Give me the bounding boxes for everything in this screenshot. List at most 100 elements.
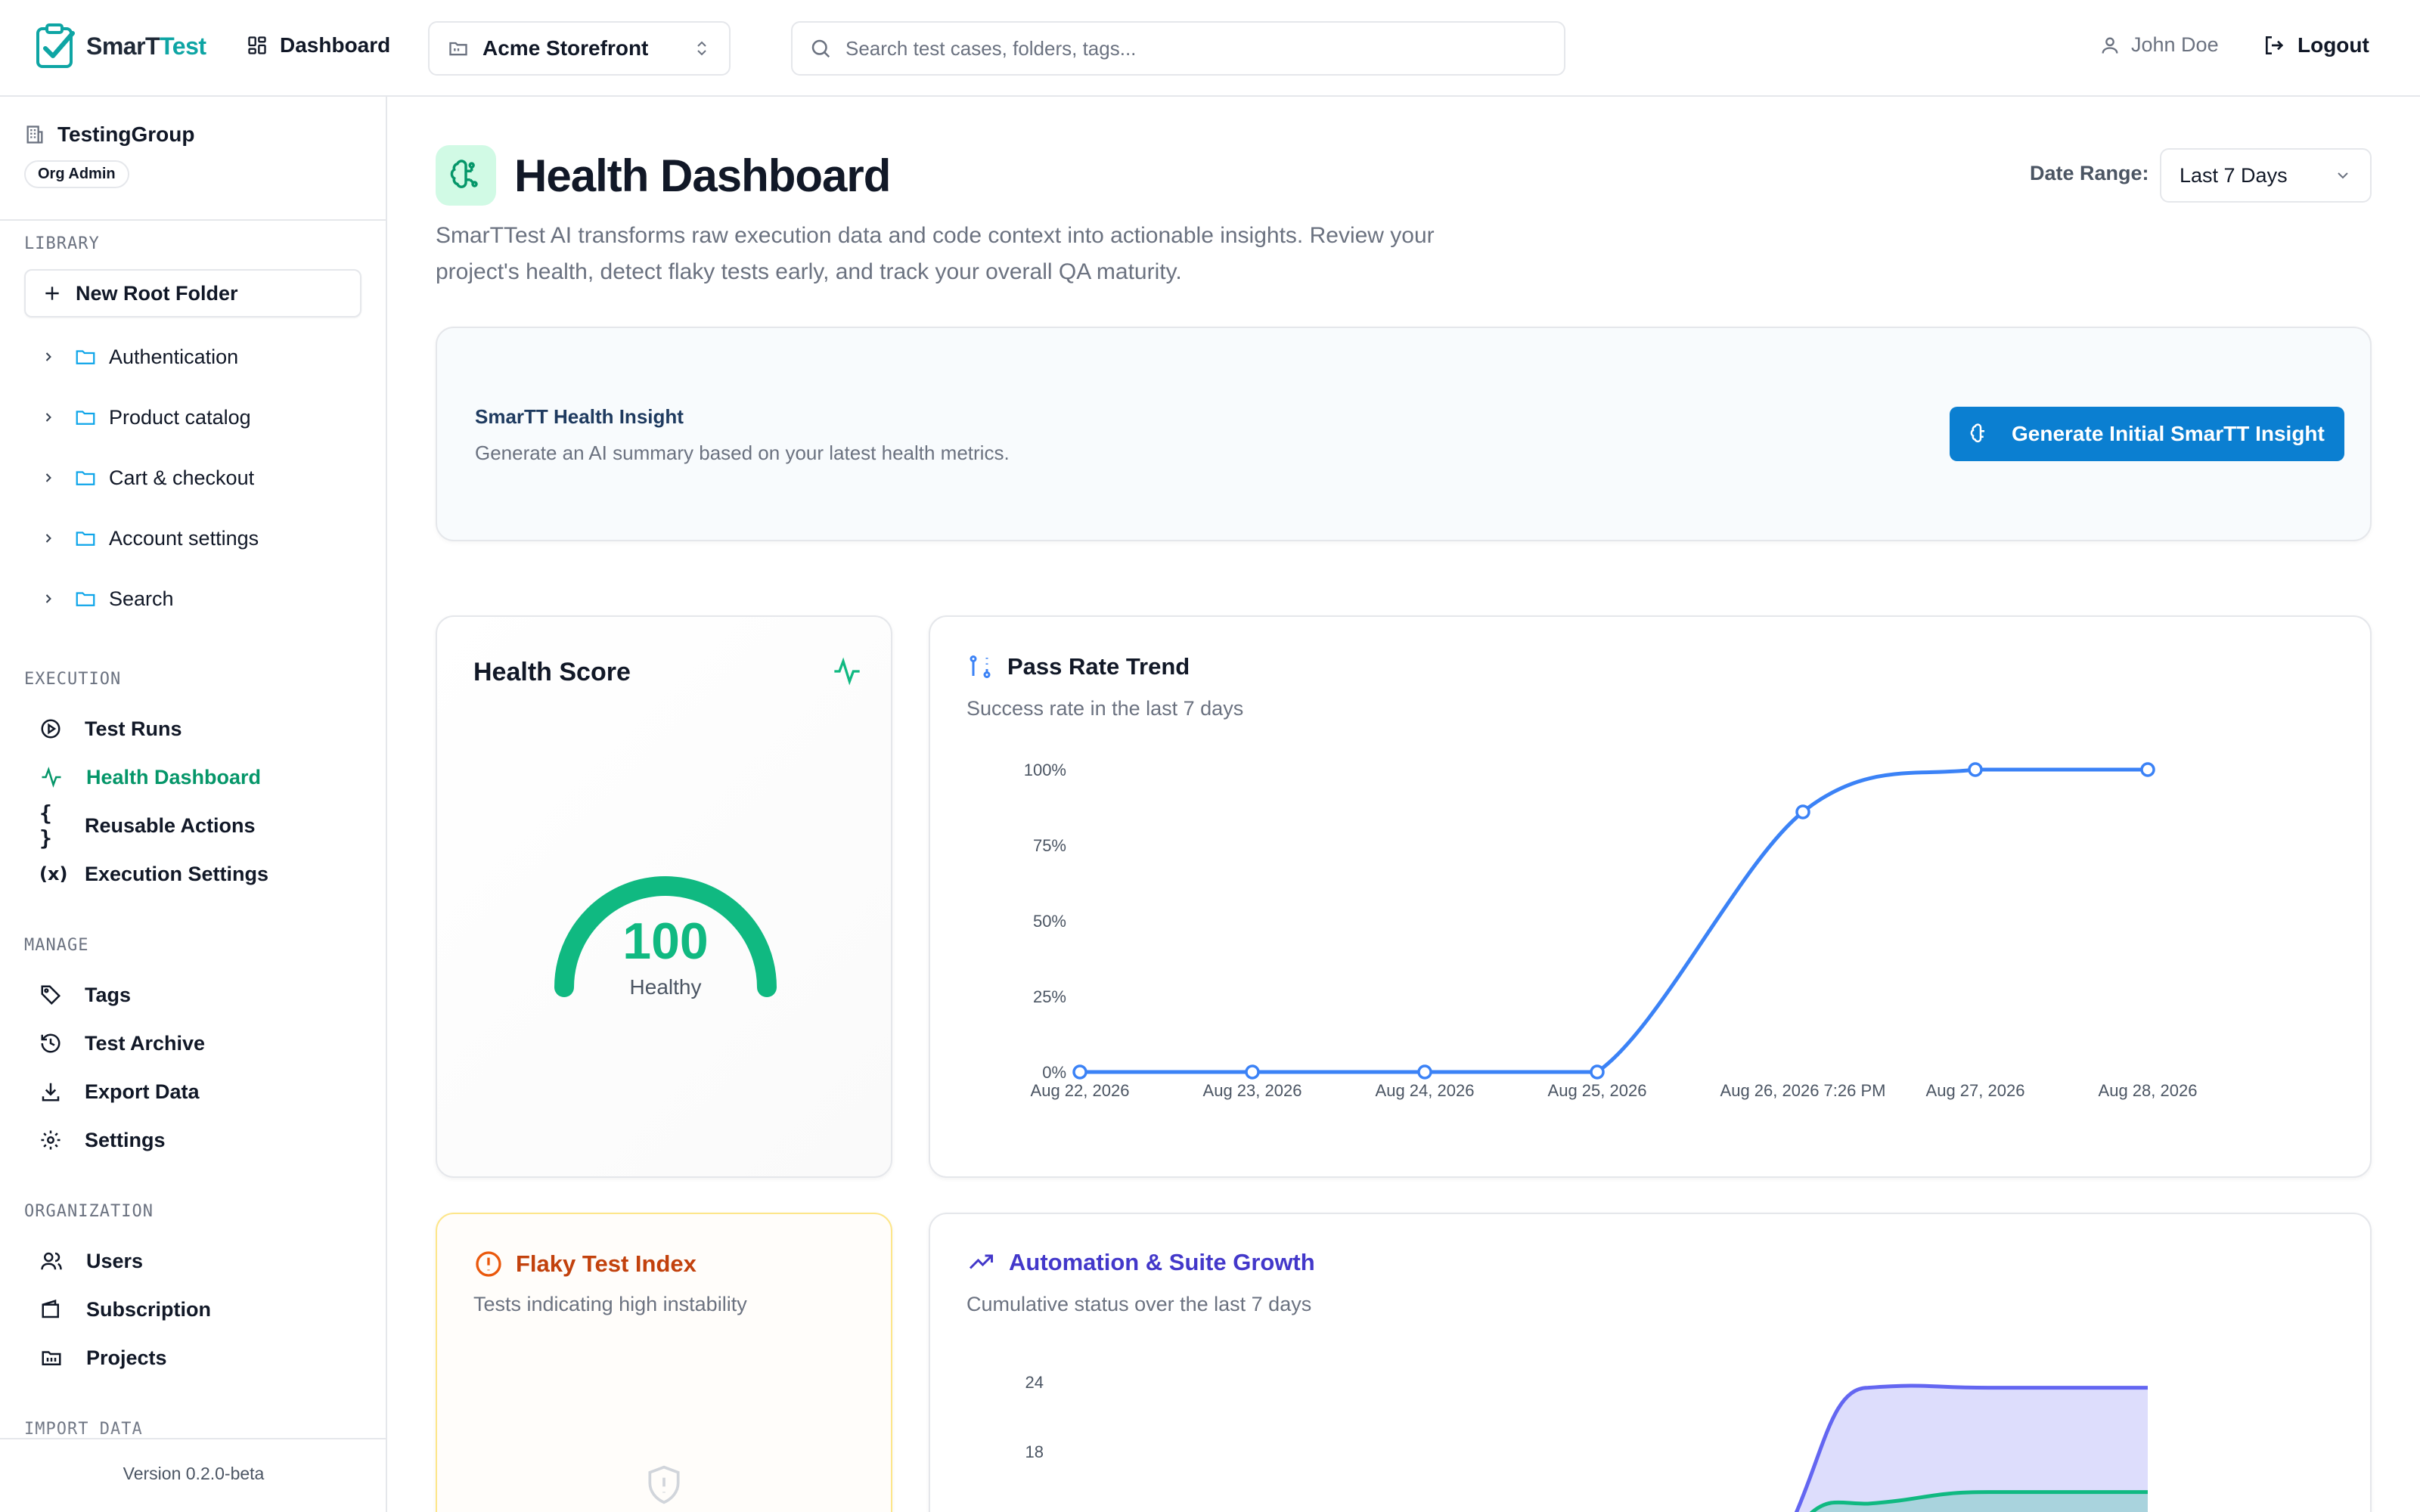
search-input[interactable] [845, 36, 1547, 60]
sidebar-item-label: Reusable Actions [85, 813, 256, 837]
insight-card: SmarTT Health Insight Generate an AI sum… [436, 327, 2372, 541]
pass-rate-subtitle: Success rate in the last 7 days [966, 697, 1244, 720]
growth-area [1812, 1492, 2148, 1512]
dashboard-grid-icon [247, 35, 268, 56]
sidebar-item-settings[interactable]: Settings [39, 1119, 365, 1161]
y-tick-label: 0% [1042, 1063, 1066, 1082]
sidebar-item-health-dashboard[interactable]: Health Dashboard [39, 756, 365, 798]
main-content: Health Dashboard SmarTTest AI transforms… [387, 97, 2420, 1512]
sidebar-item-label: Execution Settings [85, 862, 269, 885]
git-compare-icon [966, 653, 994, 680]
shield-alert-icon [643, 1461, 685, 1509]
date-range-label: Date Range: [2030, 162, 2149, 184]
app-logo[interactable]: SmarTTest [35, 23, 206, 70]
chevron-right-icon[interactable] [41, 469, 57, 486]
page-description: SmarTTest AI transforms raw execution da… [436, 223, 1435, 284]
x-tick-label: Aug 26, 2026 7:26 PM [1720, 1081, 1886, 1100]
user-menu[interactable]: John Doe [2099, 33, 2219, 57]
logo-icon [35, 23, 77, 70]
logout-button[interactable]: Logout [2263, 33, 2369, 57]
folder-item-cart-checkout[interactable]: Cart & checkout [30, 457, 363, 499]
y-tick-label: 25% [1033, 987, 1066, 1006]
data-point[interactable] [1590, 1064, 1605, 1080]
growth-title: Automation & Suite Growth [1009, 1249, 1315, 1275]
sidebar-item-label: Settings [85, 1128, 166, 1151]
sidebar-item-label: Projects [86, 1346, 167, 1369]
folder-item-search[interactable]: Search [30, 578, 363, 620]
logo-text: SmarTTest [86, 32, 206, 60]
x-tick-label: Aug 27, 2026 [1926, 1081, 2025, 1100]
manage-section-title: MANAGE [24, 936, 89, 955]
organization-section-title: ORGANIZATION [24, 1202, 154, 1221]
divider [0, 1438, 386, 1439]
y-tick-label: 50% [1033, 912, 1066, 931]
folder-item-authentication[interactable]: Authentication [30, 336, 363, 378]
generate-insight-button[interactable]: Generate Initial SmarTT Insight [1950, 407, 2344, 461]
chevron-right-icon[interactable] [41, 530, 57, 547]
y-tick-label: 18 [1025, 1442, 1044, 1461]
flaky-test-card: Flaky Test Index Tests indicating high i… [436, 1213, 892, 1512]
logout-icon [2263, 33, 2287, 57]
sidebar-item-test-runs[interactable]: Test Runs [39, 708, 365, 750]
trending-up-icon [966, 1249, 997, 1276]
org-role-badge: Org Admin [24, 160, 129, 188]
data-point[interactable] [1245, 1064, 1260, 1080]
project-select[interactable]: Acme Storefront [428, 21, 731, 76]
data-point[interactable] [1417, 1064, 1432, 1080]
variable-icon: (x) [39, 863, 68, 885]
health-score-status: Healthy [629, 975, 702, 999]
x-tick-label: Aug 22, 2026 [1031, 1081, 1130, 1100]
chevron-right-icon[interactable] [41, 590, 57, 607]
chevron-right-icon[interactable] [41, 409, 57, 426]
play-circle-icon [39, 717, 62, 740]
alert-circle-icon [473, 1249, 504, 1279]
y-tick-label: 75% [1033, 836, 1066, 855]
new-root-folder-button[interactable]: New Root Folder [24, 269, 361, 318]
sidebar-item-execution-settings[interactable]: (x) Execution Settings [39, 853, 365, 895]
activity-icon [39, 766, 64, 789]
sidebar: TestingGroup Org Admin LIBRARY New Root … [0, 97, 387, 1512]
data-point[interactable] [1968, 762, 1983, 777]
insight-title: SmarTT Health Insight [475, 405, 684, 428]
chevron-right-icon[interactable] [41, 349, 57, 365]
sidebar-item-tags[interactable]: Tags [39, 974, 365, 1016]
search-box[interactable] [791, 21, 1565, 76]
sidebar-item-export-data[interactable]: Export Data [39, 1070, 365, 1113]
sidebar-item-reusable-actions[interactable]: { } Reusable Actions [39, 801, 365, 850]
user-icon [2099, 35, 2121, 56]
sidebar-item-subscription[interactable]: Subscription [39, 1288, 365, 1331]
folder-icon [73, 466, 98, 489]
folder-item-account-settings[interactable]: Account settings [30, 517, 363, 559]
folder-label: Authentication [109, 345, 239, 368]
projects-icon [39, 1346, 64, 1369]
data-point[interactable] [2140, 762, 2155, 777]
folder-item-product-catalog[interactable]: Product catalog [30, 396, 363, 438]
x-tick-label: Aug 24, 2026 [1376, 1081, 1475, 1100]
sidebar-item-users[interactable]: Users [39, 1240, 365, 1282]
dashboard-link[interactable]: Dashboard [247, 33, 390, 57]
divider [0, 219, 386, 221]
flaky-header: Flaky Test Index [473, 1249, 697, 1279]
pass-rate-title: Pass Rate Trend [1007, 653, 1190, 680]
brain-icon [1969, 423, 1992, 445]
folder-label: Search [109, 587, 174, 610]
org-switcher[interactable]: TestingGroup [24, 122, 194, 147]
download-icon [39, 1080, 62, 1103]
folder-label: Cart & checkout [109, 466, 255, 489]
brain-icon [436, 145, 496, 206]
library-section-title: LIBRARY [24, 234, 100, 253]
sidebar-item-label: Health Dashboard [86, 765, 262, 789]
sidebar-item-projects[interactable]: Projects [39, 1337, 365, 1379]
data-point[interactable] [1795, 804, 1810, 820]
plus-icon [42, 284, 62, 303]
pass-rate-chart: 0% 25% 50% 75% 100% Aug 22, 2026 Aug 23, 2026 A… [1024, 761, 2198, 1100]
y-tick-label: 24 [1025, 1373, 1044, 1392]
data-point[interactable] [1072, 1064, 1087, 1080]
growth-line [1809, 1490, 2148, 1512]
date-range-select[interactable]: Last 7 Days [2160, 148, 2372, 203]
braces-icon: { } [39, 801, 52, 850]
sidebar-item-test-archive[interactable]: Test Archive [39, 1022, 365, 1064]
chevron-up-down-icon [693, 38, 711, 59]
folder-label: Account settings [109, 526, 259, 550]
